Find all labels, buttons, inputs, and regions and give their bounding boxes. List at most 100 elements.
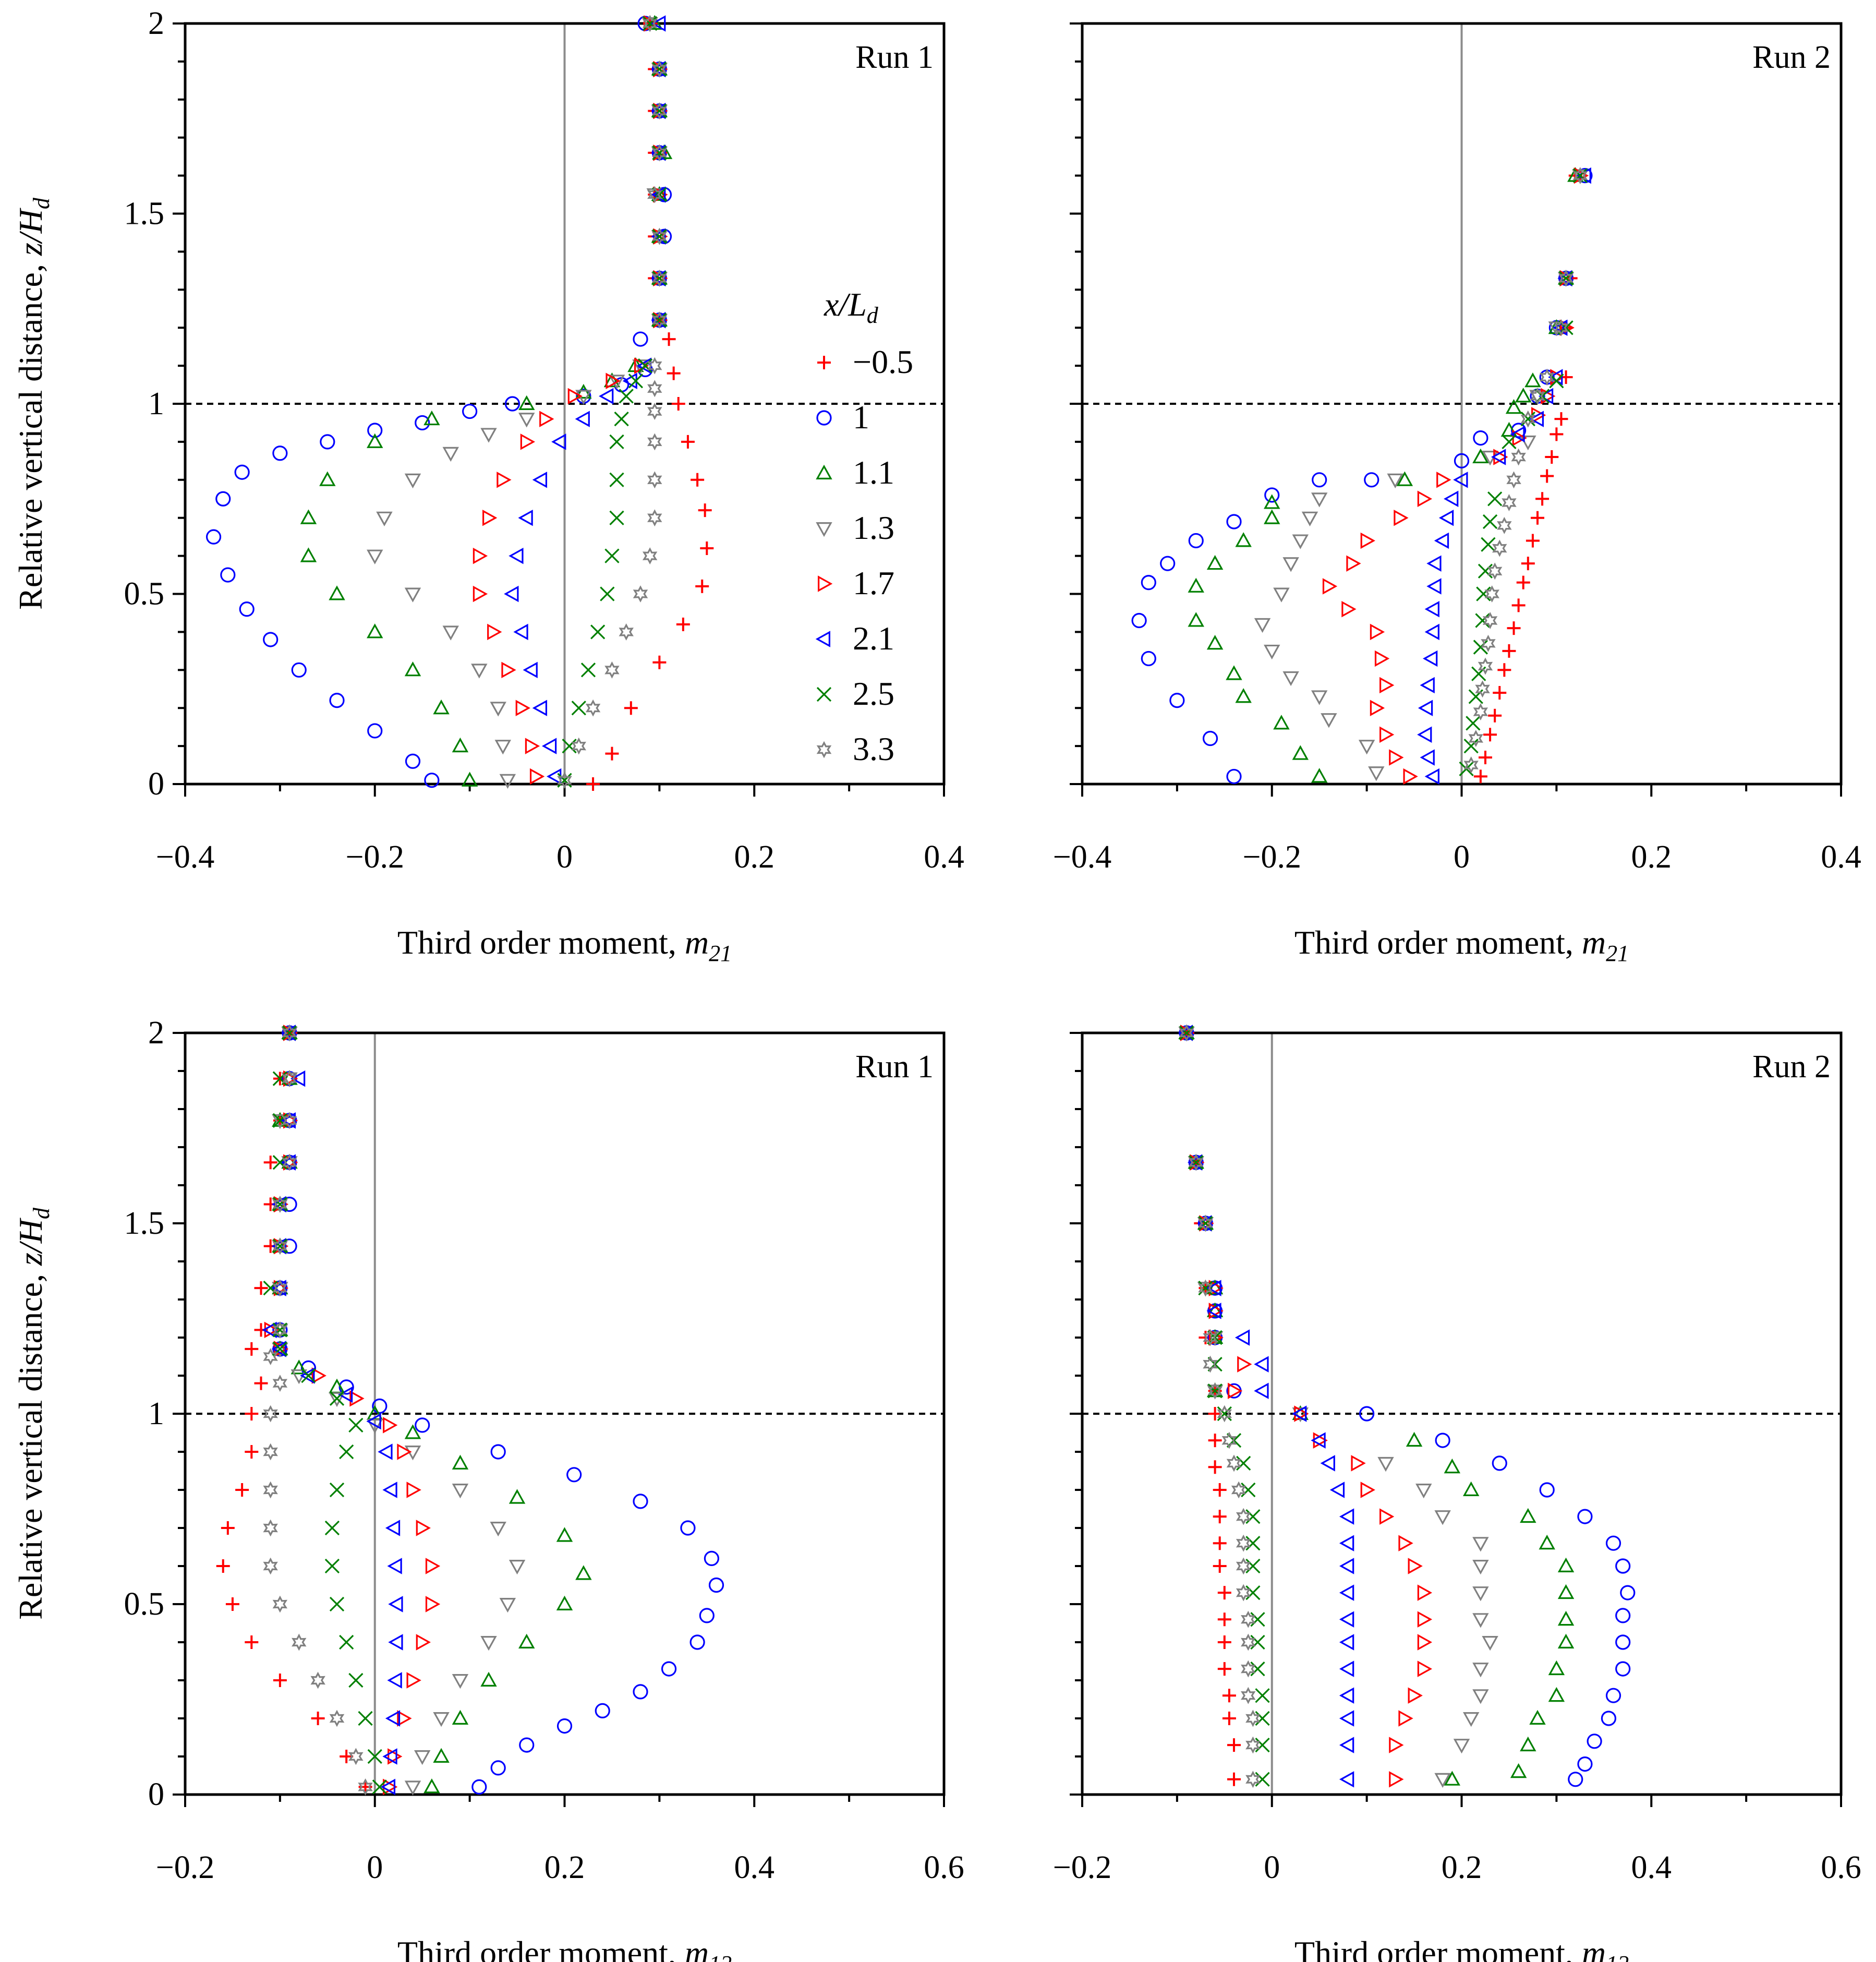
data-point: [480, 428, 497, 443]
data-point: [647, 186, 662, 203]
x-tick-label: −0.2: [346, 839, 404, 875]
data-point: [1217, 1586, 1231, 1600]
data-point: [1245, 1585, 1261, 1600]
data-point: [1418, 700, 1433, 716]
data-point: [1203, 1355, 1218, 1373]
data-point: [272, 1342, 288, 1358]
legend-marker: [817, 356, 831, 369]
data-point: [1444, 490, 1459, 507]
data-point: [1557, 1610, 1575, 1626]
data-point: [1226, 665, 1242, 680]
data-point: [216, 1559, 230, 1573]
data-point: [1250, 1612, 1265, 1627]
data-point: [1221, 1431, 1237, 1449]
data-point: [571, 701, 586, 716]
data-point: [471, 1779, 487, 1795]
data-point: [388, 1748, 403, 1765]
data-point: [1235, 688, 1252, 703]
data-point: [1245, 1710, 1261, 1727]
data-point: [319, 471, 336, 486]
data-point: [1339, 1710, 1354, 1727]
data-point: [499, 774, 516, 789]
data-point: [490, 702, 506, 717]
legend-marker: [816, 464, 832, 480]
data-point: [1550, 427, 1564, 441]
data-point: [245, 1635, 259, 1649]
data-point: [580, 663, 596, 678]
data-point: [283, 1070, 298, 1087]
data-point: [1292, 1407, 1309, 1423]
data-point: [1254, 1356, 1269, 1373]
series-1.7: [264, 1025, 441, 1796]
data-point: [1222, 1689, 1236, 1703]
data-point: [1213, 1559, 1227, 1573]
data-point: [1530, 387, 1545, 405]
data-point: [376, 511, 393, 526]
data-point: [1468, 730, 1483, 747]
data-point: [1615, 1634, 1631, 1650]
data-point: [647, 433, 662, 451]
data-point: [1492, 539, 1507, 557]
data-point: [324, 1520, 340, 1536]
data-point: [404, 473, 421, 489]
data-point: [1463, 756, 1479, 774]
data-point: [1535, 492, 1550, 506]
legend-marker: [817, 575, 833, 592]
data-point: [245, 1445, 259, 1459]
data-point: [1615, 1608, 1631, 1623]
data-point: [263, 1557, 278, 1575]
data-point: [681, 435, 695, 449]
data-point: [1482, 612, 1498, 629]
data-point: [1359, 1406, 1375, 1422]
data-point: [647, 403, 662, 420]
data-point: [1198, 1215, 1213, 1231]
data-point: [1179, 1024, 1194, 1042]
data-point: [661, 1661, 677, 1677]
data-point: [609, 510, 624, 525]
data-point: [245, 1342, 259, 1356]
data-point: [1557, 1584, 1575, 1599]
data-point: [699, 1608, 715, 1623]
x-axis-title: Third order moment, m21: [397, 924, 732, 966]
data-point: [385, 1710, 401, 1727]
data-point: [271, 1196, 286, 1213]
data-point: [378, 1443, 393, 1460]
data-point: [473, 585, 488, 603]
data-point: [442, 625, 459, 641]
data-point: [1379, 726, 1395, 743]
data-point: [385, 1520, 401, 1536]
data-point: [433, 1712, 450, 1727]
data-point: [263, 1348, 278, 1365]
data-point: [367, 549, 383, 564]
data-point: [329, 1392, 345, 1407]
data-point: [1417, 726, 1432, 743]
data-point: [644, 15, 659, 32]
data-point: [1198, 1279, 1213, 1297]
data-point: [557, 773, 572, 788]
data-point: [1520, 1508, 1536, 1523]
data-point: [291, 1359, 307, 1375]
data-point: [1245, 1558, 1261, 1574]
data-point: [329, 1710, 345, 1727]
data-point: [1529, 411, 1544, 427]
data-point: [473, 547, 488, 564]
x-tick-label: −0.2: [1053, 1850, 1111, 1885]
data-point: [452, 737, 469, 753]
data-point: [575, 411, 590, 427]
data-point: [1231, 1481, 1246, 1499]
data-point: [1217, 1635, 1231, 1649]
y-tick-label: 0.5: [124, 1586, 165, 1622]
data-point: [263, 632, 279, 647]
data-point: [1311, 492, 1328, 508]
data-point: [698, 503, 712, 517]
data-point: [1226, 1454, 1242, 1472]
data-point: [691, 473, 705, 487]
data-point: [1462, 1712, 1480, 1727]
data-point: [272, 1322, 288, 1338]
data-point: [1208, 1434, 1222, 1448]
series-2.5: [1179, 1025, 1270, 1787]
data-point: [1466, 716, 1481, 731]
data-point: [1507, 621, 1521, 635]
data-point: [633, 1494, 648, 1509]
data-point: [571, 737, 586, 755]
